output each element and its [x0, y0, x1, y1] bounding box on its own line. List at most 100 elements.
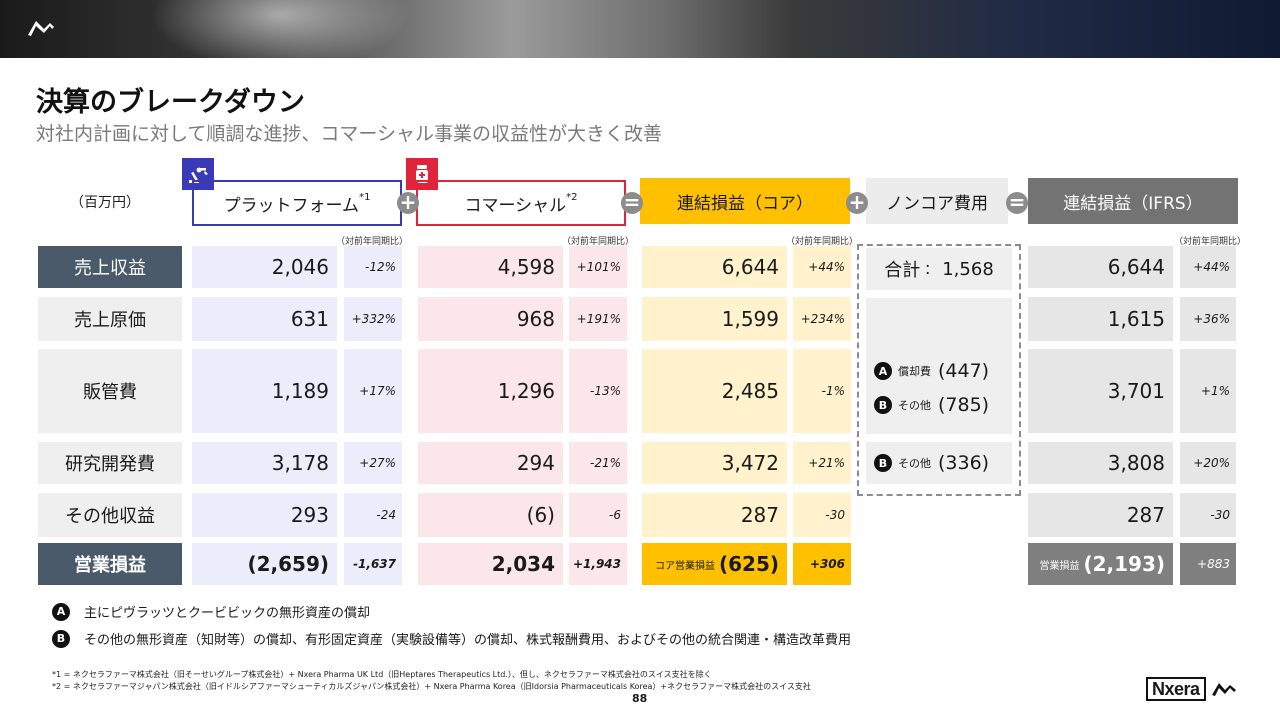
equals-operator-1: =: [621, 192, 643, 214]
noncore-total-value: 1,568: [942, 258, 994, 280]
footnote-2: *2 = ネクセラファーマジャパン株式会社（旧イドルシアファーマシューティカルズ…: [52, 682, 811, 691]
header-core: 連結損益（コア）: [640, 178, 850, 224]
header-ifrs: 連結損益（IFRS）: [1028, 178, 1238, 224]
core-cogs: 1,599: [642, 297, 787, 341]
note-a: A 主にピヴラッツとクービビックの無形資産の償却: [52, 602, 370, 621]
plus-operator-1: +: [397, 192, 419, 214]
header-noncore-label: ノンコア費用: [886, 193, 988, 214]
core-sga: 2,485: [642, 349, 787, 433]
commercial-rd: 294: [418, 442, 563, 484]
commercial-sga-yoy: -13%: [569, 349, 627, 433]
noncore-rd-item-value: (336): [938, 452, 990, 474]
ifrs-sga-yoy: +1%: [1180, 349, 1236, 433]
brand-wordmark: Nxera: [1146, 677, 1206, 701]
header-core-label: 連結損益（コア）: [677, 193, 813, 214]
platform-revenue-yoy: -12%: [344, 246, 402, 288]
row-label-sga: 販管費: [38, 349, 182, 433]
nxera-mark-icon: [1211, 683, 1236, 696]
core-sga-yoy: -1%: [793, 349, 851, 433]
core-operating-profit-label: コア営業損益: [654, 560, 715, 572]
ifrs-operating-profit-yoy: +883: [1180, 543, 1236, 585]
banner-glow: [150, 0, 410, 58]
noncore-item-amortization-value: (447): [938, 360, 990, 382]
ifrs-operating-profit-cell: 営業損益 (2,193): [1028, 543, 1173, 585]
footnote-1: *1 = ネクセラファーマ株式会社（旧そーせいグループ株式会社）+ Nxera …: [52, 670, 712, 679]
ifrs-cogs: 1,615: [1028, 297, 1173, 341]
yoy-label-platform: （対前年同期比）: [336, 237, 409, 247]
page-title: 決算のブレークダウン: [36, 87, 305, 118]
page-subtitle: 対社内計画に対して順調な進捗、コマーシャル事業の収益性が大きく改善: [36, 123, 663, 145]
noncore-item-other-sga-value: (785): [938, 394, 990, 416]
unit-label: （百万円）: [70, 195, 140, 211]
commercial-revenue: 4,598: [418, 246, 563, 288]
header-platform-note: *1: [359, 191, 371, 203]
ifrs-operating-profit: (2,193): [1083, 552, 1165, 576]
core-revenue-yoy: +44%: [793, 246, 851, 288]
ifrs-revenue: 6,644: [1028, 246, 1173, 288]
header-commercial-note: *2: [566, 191, 578, 203]
header-platform-label: プラットフォーム: [223, 195, 360, 216]
commercial-cogs: 968: [418, 297, 563, 341]
core-other-income: 287: [642, 493, 787, 537]
platform-cogs: 631: [192, 297, 337, 341]
ifrs-other-income: 287: [1028, 493, 1173, 537]
row-label-rd: 研究開発費: [38, 442, 182, 484]
ifrs-operating-profit-label: 営業損益: [1039, 560, 1080, 572]
ifrs-cogs-yoy: +36%: [1180, 297, 1236, 341]
core-operating-profit: (625): [718, 552, 779, 576]
header-commercial-label: コマーシャル: [464, 195, 567, 216]
platform-other-income-yoy: -24: [344, 493, 402, 537]
platform-sga-yoy: +17%: [344, 349, 402, 433]
core-rd: 3,472: [642, 442, 787, 484]
core-cogs-yoy: +234%: [793, 297, 851, 341]
noncore-dashed-box: [857, 244, 1021, 496]
noncore-item-other-sga: B その他 (785): [874, 394, 989, 416]
noncore-rd-item-label: その他: [898, 457, 931, 470]
note-b-text: その他の無形資産（知財等）の償却、有形固定資産（実験設備等）の償却、株式報酬費用…: [84, 633, 852, 648]
badge-a-icon: A: [52, 602, 70, 621]
commercial-cogs-yoy: +191%: [569, 297, 627, 341]
row-label-other-income: その他収益: [38, 493, 182, 537]
plus-operator-2: +: [846, 192, 868, 214]
platform-cogs-yoy: +332%: [344, 297, 402, 341]
commercial-sga: 1,296: [418, 349, 563, 433]
commercial-revenue-yoy: +101%: [569, 246, 627, 288]
noncore-sga-group: A 償却費 (447) B その他 (785): [866, 298, 1012, 434]
platform-rd: 3,178: [192, 442, 337, 484]
commercial-rd-yoy: -21%: [569, 442, 627, 484]
row-label-revenue: 売上収益: [38, 246, 182, 288]
platform-rd-yoy: +27%: [344, 442, 402, 484]
ifrs-rd: 3,808: [1028, 442, 1173, 484]
platform-other-income: 293: [192, 493, 337, 537]
badge-b-icon: B: [874, 396, 892, 414]
row-label-operating-profit: 営業損益: [38, 543, 182, 585]
header-banner: [0, 0, 1280, 58]
noncore-item-amortization-label: 償却費: [898, 365, 931, 378]
noncore-item-amortization: A 償却費 (447): [874, 360, 989, 382]
core-rd-yoy: +21%: [793, 442, 851, 484]
noncore-total-sep: ：: [924, 262, 939, 278]
yoy-label-commercial: （対前年同期比）: [562, 237, 635, 247]
noncore-total: 合計 ： 1,568: [866, 248, 1012, 290]
commercial-operating-profit: 2,034: [418, 543, 563, 585]
platform-operating-profit-yoy: -1,637: [344, 543, 402, 585]
noncore-item-other-sga-label: その他: [898, 399, 931, 412]
row-label-cogs: 売上原価: [38, 297, 182, 341]
yoy-label-core: （対前年同期比）: [786, 237, 859, 247]
noncore-total-label: 合計: [884, 260, 921, 281]
badge-b-icon: B: [52, 629, 70, 648]
commercial-other-income-yoy: -6: [569, 493, 627, 537]
medicine-bottle-icon: [406, 158, 438, 190]
badge-a-icon: A: [874, 362, 892, 380]
platform-operating-profit: (2,659): [192, 543, 337, 585]
page-number: 88: [632, 692, 648, 705]
ifrs-revenue-yoy: +44%: [1180, 246, 1236, 288]
yoy-label-ifrs: （対前年同期比）: [1174, 237, 1247, 247]
equals-operator-2: =: [1006, 192, 1028, 214]
commercial-operating-profit-yoy: +1,943: [569, 543, 627, 585]
note-b: B その他の無形資産（知財等）の償却、有形固定資産（実験設備等）の償却、株式報酬…: [52, 629, 851, 648]
ifrs-other-income-yoy: -30: [1180, 493, 1236, 537]
platform-revenue: 2,046: [192, 246, 337, 288]
header-ifrs-label: 連結損益（IFRS）: [1063, 193, 1203, 214]
header-platform: プラットフォーム *1: [192, 180, 402, 226]
